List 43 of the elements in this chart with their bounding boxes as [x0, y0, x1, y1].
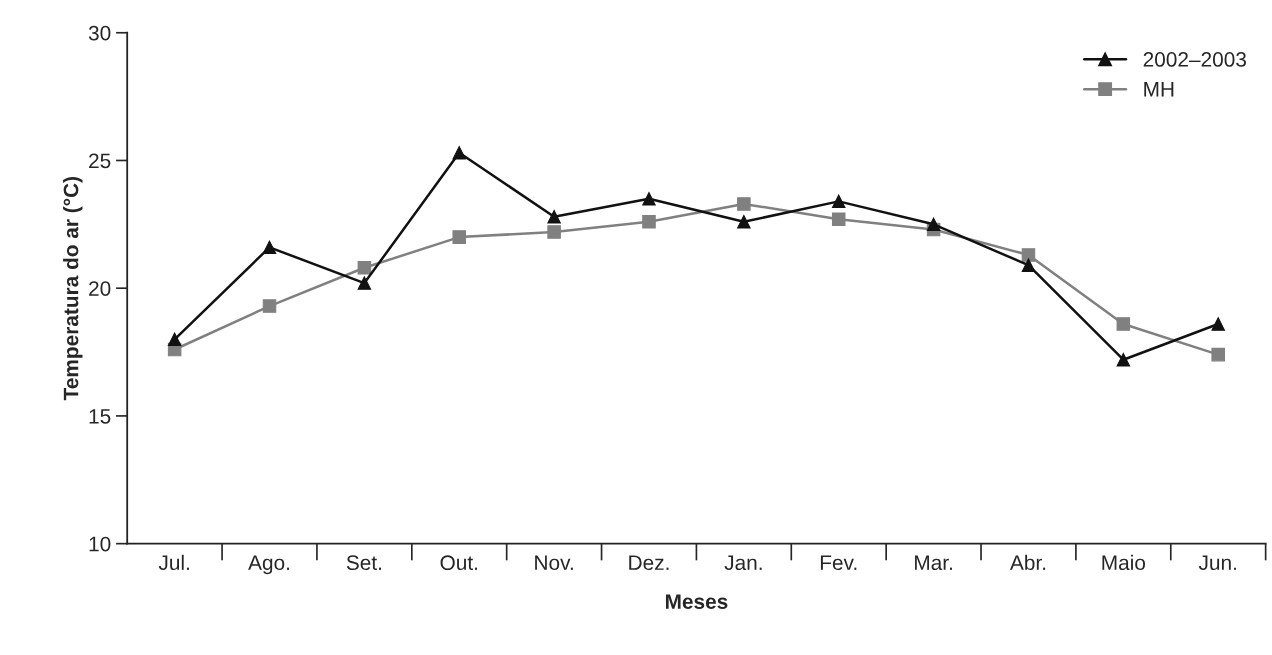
x-tick-label: Ago.: [248, 555, 290, 575]
point: [547, 225, 561, 239]
y-tick-label: 30: [88, 25, 111, 41]
y-tick-label: 10: [89, 536, 111, 552]
point: [262, 299, 277, 313]
point: [1211, 317, 1225, 331]
point: [831, 194, 846, 209]
x-tick-label: Jan.: [724, 555, 762, 571]
x-tick-label: Abr.: [1009, 554, 1046, 571]
x-tick-label: Jul.: [158, 554, 189, 571]
point: [642, 192, 656, 206]
legend-label: 2002–2003: [1143, 52, 1246, 67]
x-tick-label: Set.: [346, 555, 381, 571]
point: [357, 276, 372, 290]
y-tick-label: 25: [89, 153, 111, 169]
y-axis-title: Temperatura do ar (°C): [63, 177, 83, 401]
point: [1021, 258, 1036, 272]
x-tick-label: Out.: [440, 555, 478, 571]
point: [926, 217, 941, 232]
x-axis-title: Meses: [665, 594, 728, 609]
point: [167, 332, 182, 347]
x-tick-label: Fev.: [820, 555, 857, 571]
y-tick-label: 15: [89, 409, 111, 424]
point: [547, 209, 561, 224]
x-tick-label: Jun.: [1198, 555, 1236, 571]
point: [831, 212, 846, 226]
point: [452, 146, 467, 160]
point: [357, 260, 372, 275]
legend-label: MH: [1144, 82, 1174, 97]
point: [452, 230, 467, 244]
x-tick-label: Mar.: [915, 555, 952, 571]
point: [1116, 352, 1131, 367]
y-tick-label: 20: [89, 281, 111, 296]
point: [1116, 317, 1131, 331]
point: [262, 240, 277, 255]
x-tick-label: Maio: [1102, 554, 1146, 571]
point: [737, 197, 751, 211]
point: [737, 215, 751, 229]
point: [1211, 347, 1225, 362]
x-tick-label: Dez.: [629, 555, 669, 571]
x-tick-label: Nov.: [535, 555, 573, 571]
point: [1021, 248, 1036, 262]
point: [642, 215, 656, 229]
